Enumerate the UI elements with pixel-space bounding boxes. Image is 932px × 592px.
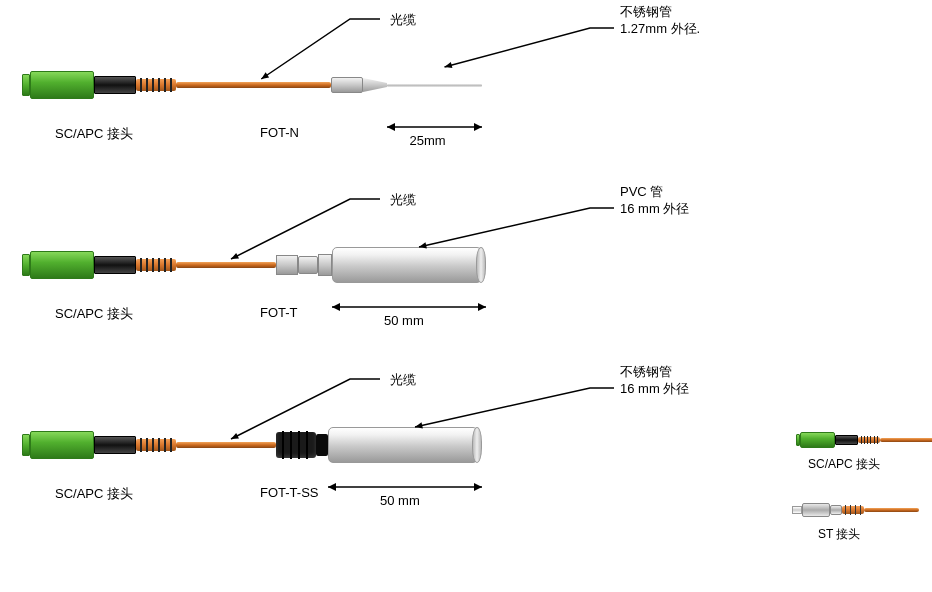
svg-marker-1	[261, 72, 269, 79]
svg-marker-14	[328, 483, 336, 491]
svg-marker-10	[478, 303, 486, 311]
svg-marker-4	[387, 123, 395, 131]
svg-marker-6	[231, 253, 239, 259]
svg-marker-9	[332, 303, 340, 311]
svg-marker-5	[474, 123, 482, 131]
svg-marker-15	[474, 483, 482, 491]
svg-marker-11	[231, 433, 239, 439]
svg-marker-2	[445, 62, 453, 68]
svg-marker-0	[363, 78, 387, 92]
